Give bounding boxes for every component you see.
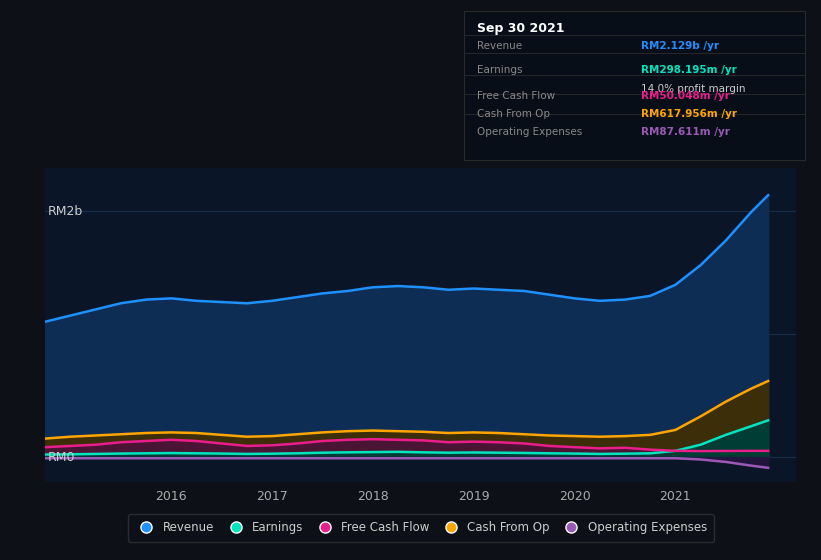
- Text: RM0: RM0: [48, 450, 76, 464]
- Legend: Revenue, Earnings, Free Cash Flow, Cash From Op, Operating Expenses: Revenue, Earnings, Free Cash Flow, Cash …: [127, 515, 714, 542]
- Text: Cash From Op: Cash From Op: [478, 109, 551, 119]
- Text: Free Cash Flow: Free Cash Flow: [478, 91, 556, 101]
- Text: RM87.611m /yr: RM87.611m /yr: [641, 127, 730, 137]
- Text: RM617.956m /yr: RM617.956m /yr: [641, 109, 737, 119]
- Text: RM2b: RM2b: [48, 204, 84, 217]
- Text: 14.0% profit margin: 14.0% profit margin: [641, 84, 745, 94]
- Text: RM50.048m /yr: RM50.048m /yr: [641, 91, 730, 101]
- Text: Operating Expenses: Operating Expenses: [478, 127, 583, 137]
- Text: Earnings: Earnings: [478, 64, 523, 74]
- Text: RM2.129b /yr: RM2.129b /yr: [641, 41, 719, 51]
- Text: Sep 30 2021: Sep 30 2021: [478, 22, 565, 35]
- Text: RM298.195m /yr: RM298.195m /yr: [641, 64, 736, 74]
- Text: Revenue: Revenue: [478, 41, 523, 51]
